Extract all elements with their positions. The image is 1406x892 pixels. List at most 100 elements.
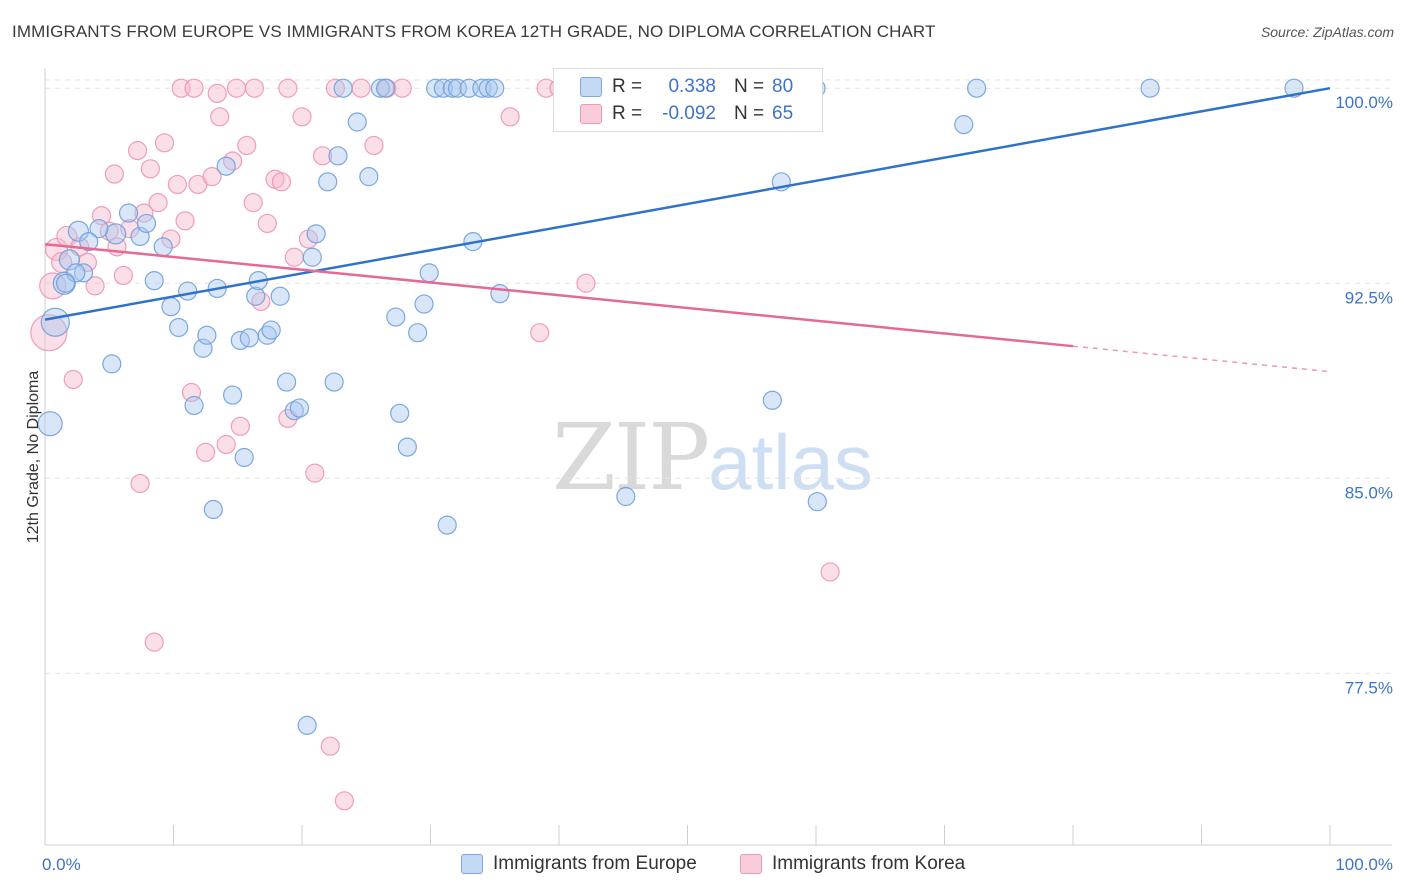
korea-point — [243, 193, 263, 213]
europe-point — [261, 320, 281, 340]
europe-point — [414, 294, 434, 314]
europe-point — [1140, 78, 1160, 98]
europe-point — [178, 281, 198, 301]
y-tick-label: 100.0% — [1335, 93, 1393, 112]
europe-points — [37, 78, 1304, 735]
stats-legend: R = 0.338 N = 80 R = -0.092 N = 65 — [553, 68, 823, 132]
korea-point — [312, 146, 333, 166]
europe-point — [216, 156, 236, 176]
watermark-atlas: atlas — [708, 418, 873, 506]
korea-r-value: -0.092 — [662, 103, 716, 124]
europe-point — [40, 307, 70, 337]
axis-labels: 100.0% 92.5% 85.0% 77.5% 0.0% 100.0% 12th Grad… — [25, 93, 1393, 874]
europe-point — [161, 297, 181, 317]
korea-point — [39, 272, 67, 300]
europe-point — [184, 395, 204, 416]
europe-point — [328, 146, 348, 166]
korea-point — [167, 174, 187, 195]
korea-point — [325, 78, 346, 98]
korea-swatch — [580, 104, 602, 124]
korea-point — [305, 463, 325, 483]
europe-point — [169, 317, 189, 338]
europe-point — [954, 115, 974, 135]
europe-point — [359, 167, 379, 187]
korea-point — [820, 562, 840, 582]
europe-swatch — [580, 77, 602, 97]
y-tick-label: 85.0% — [1345, 483, 1393, 502]
korea-point — [154, 133, 175, 153]
legend-row-europe: R = 0.338 N = 80 — [554, 74, 822, 100]
korea-point — [334, 791, 355, 811]
korea-point — [320, 736, 340, 756]
europe-point — [58, 249, 81, 271]
europe-r-label: R = — [612, 76, 643, 97]
korea-point — [278, 78, 298, 98]
europe-point — [386, 307, 406, 327]
korea-point — [230, 416, 250, 436]
grid-lines — [45, 79, 1392, 674]
europe-point — [37, 411, 63, 437]
legend-row-korea: R = -0.092 N = 65 — [554, 101, 822, 127]
europe-point — [408, 323, 428, 343]
europe-trend-line — [44, 86, 1331, 321]
korea-point — [210, 107, 230, 127]
europe-point — [485, 78, 505, 98]
source-label: Source: ZipAtlas.com — [1260, 24, 1394, 40]
europe-point — [426, 78, 446, 98]
korea-points — [30, 78, 840, 811]
europe-point — [616, 486, 636, 507]
y-axis-label: 12th Grade, No Diploma — [25, 371, 42, 544]
korea-point — [284, 247, 304, 267]
korea-point — [63, 369, 83, 390]
europe-n-value: 80 — [772, 76, 794, 97]
korea-point — [196, 442, 216, 462]
korea-n-label: N = — [734, 103, 765, 124]
korea-r-label: R = — [612, 103, 643, 124]
korea-point — [85, 276, 105, 296]
europe-n-label: N = — [734, 76, 765, 97]
europe-point — [289, 398, 310, 418]
y-tick-label: 92.5% — [1345, 288, 1393, 307]
europe-r-value: 0.338 — [668, 76, 716, 97]
chart-title: IMMIGRANTS FROM EUROPE VS IMMIGRANTS FRO… — [12, 22, 936, 41]
korea-point — [364, 135, 384, 156]
europe-point — [136, 213, 157, 234]
korea-point — [104, 164, 124, 184]
europe-point — [118, 203, 139, 223]
korea-point — [392, 78, 412, 98]
europe-point — [203, 499, 223, 520]
europe-point — [105, 223, 127, 245]
europe-point — [223, 385, 243, 405]
europe-point — [73, 263, 94, 283]
trend-lines — [44, 86, 1331, 373]
europe-point — [397, 437, 417, 457]
korea-point — [113, 265, 133, 286]
korea-point — [202, 167, 222, 187]
europe-point — [89, 219, 109, 239]
x-tick-label-min: 0.0% — [42, 855, 81, 874]
korea-point — [148, 193, 168, 213]
europe-point — [437, 515, 457, 535]
europe-point — [79, 232, 99, 252]
korea-point — [223, 151, 243, 171]
europe-point — [419, 263, 439, 283]
europe-point — [55, 273, 76, 293]
korea-point — [30, 314, 68, 352]
europe-point — [276, 372, 297, 392]
korea-point — [292, 107, 312, 127]
korea-point — [237, 135, 257, 156]
korea-point — [576, 273, 596, 293]
europe-point — [67, 220, 90, 242]
europe-point — [807, 492, 827, 512]
korea-point — [351, 78, 371, 98]
europe-point — [102, 354, 122, 374]
korea-point — [161, 229, 181, 249]
korea-n-value: 65 — [772, 103, 794, 124]
europe-point — [297, 715, 317, 735]
europe-point — [144, 271, 164, 291]
korea-point — [140, 159, 160, 179]
korea-point — [500, 107, 520, 127]
europe-point — [306, 224, 326, 244]
europe-point — [270, 286, 290, 306]
